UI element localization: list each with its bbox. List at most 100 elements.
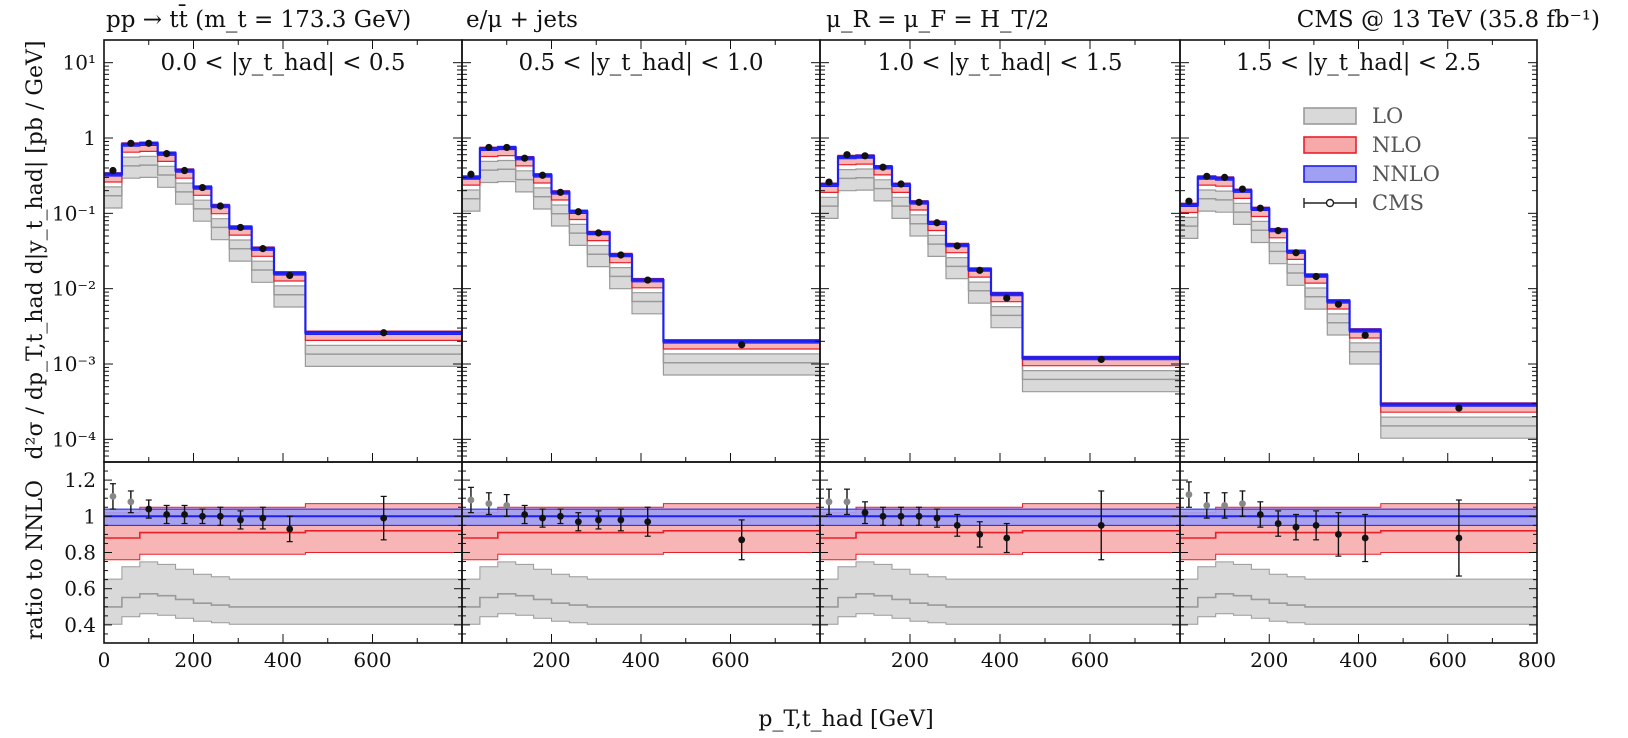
cms-point-top (1292, 249, 1300, 257)
header-experiment: CMS @ 13 TeV (35.8 fb⁻¹) (1297, 7, 1600, 33)
cms-point-ratio (1335, 531, 1342, 538)
cms-point-top (1097, 355, 1105, 364)
cms-point-top (738, 341, 746, 349)
legend-swatch-nlo (1303, 136, 1357, 154)
lo-band-top (1180, 189, 1537, 439)
y-tick-label-top: 1 (83, 126, 96, 150)
lo-central-top (1180, 198, 1537, 427)
panels: 0.0 < |y_t_had| < 0.5 0.5 < |y_t_had| < 1… (104, 50, 1537, 625)
cms-point-ratio (843, 498, 851, 506)
cms-point-top (1274, 226, 1282, 235)
header-scale: μ_R = μ_F = H_T/2 (826, 7, 1049, 33)
legend-label-lo: LO (1372, 104, 1403, 128)
cms-point-top (976, 266, 984, 274)
x-tick-label: 600 (1429, 648, 1467, 672)
cms-point-top (594, 229, 603, 237)
cms-point-ratio (181, 511, 188, 518)
cms-point-ratio (1097, 521, 1105, 529)
panel-2-plot-area (462, 143, 820, 625)
cms-point-top (1455, 404, 1463, 412)
panel-3: 1.0 < |y_t_had| < 1.5 (820, 50, 1180, 625)
cms-point-top (145, 139, 153, 147)
header-channel: e/μ + jets (466, 7, 578, 33)
cms-point-top (953, 242, 961, 250)
cms-point-top (198, 183, 207, 192)
cms-point-ratio (1203, 502, 1211, 509)
panel-4: 1.5 < |y_t_had| < 2.5 (1180, 50, 1537, 625)
panel-1: 0.0 < |y_t_had| < 0.5 (104, 50, 462, 625)
x-tick-label: 0 (98, 648, 111, 672)
lo-central-top (104, 164, 462, 355)
cms-point-ratio (286, 525, 294, 533)
y-tick-label-top: 10⁻⁴ (52, 427, 96, 451)
y-tick-label-top: 10¹ (63, 51, 96, 75)
x-tick-label: 400 (1339, 648, 1377, 672)
cms-point-ratio (145, 505, 153, 513)
cms-point-top (1203, 172, 1211, 180)
cms-point-ratio (976, 531, 984, 538)
cms-point-ratio (109, 492, 117, 500)
cms-point-top (617, 251, 625, 259)
cms-point-ratio (1274, 520, 1282, 527)
legend-label-nnlo: NNLO (1372, 162, 1440, 186)
nlo-central-ratio (462, 530, 820, 539)
y-tick-label-ratio: 0.4 (64, 613, 96, 637)
y-axis-label-top: d²σ / dp_T,t_had d|y_t_had| [pb / GeV] (23, 41, 48, 460)
x-tick-label: 600 (353, 648, 391, 672)
cms-point-top (897, 180, 905, 188)
nlo-central-ratio (820, 530, 1180, 539)
y-tick-label-ratio: 0.6 (64, 577, 96, 601)
cms-point-ratio (380, 514, 388, 522)
legend-label-nlo: NLO (1372, 133, 1422, 157)
cms-point-top (127, 139, 135, 147)
panel-4-bin-label: 1.5 < |y_t_had| < 2.5 (1236, 50, 1481, 76)
cms-point-top (163, 150, 171, 158)
nlo-central-ratio (104, 530, 462, 539)
lo-central-ratio (820, 593, 1180, 608)
cms-point-ratio (933, 514, 941, 522)
y-tick-label-top: 10⁻³ (52, 352, 96, 376)
cms-point-top (644, 276, 652, 284)
cms-point-top (538, 171, 547, 179)
cms-point-top (1256, 204, 1264, 212)
lo-central-ratio (104, 593, 462, 608)
cms-point-top (1003, 294, 1011, 302)
cms-point-top (259, 245, 267, 253)
cms-point-ratio (557, 512, 564, 520)
cms-point-ratio (897, 512, 905, 520)
panel-4-plot-area (1180, 172, 1537, 625)
cms-point-ratio (879, 512, 887, 520)
y-tick-label-ratio: 1 (83, 504, 96, 528)
cms-point-ratio (574, 518, 582, 526)
cms-point-ratio (237, 516, 244, 524)
cms-point-top (556, 188, 565, 196)
cms-point-top (574, 208, 582, 216)
cms-point-ratio (1292, 523, 1300, 531)
lo-central-top (462, 168, 820, 364)
cms-point-top (825, 178, 833, 186)
cms-point-ratio (1221, 502, 1229, 509)
cms-point-top (1221, 173, 1229, 181)
cms-point-top (503, 143, 511, 152)
x-tick-label: 600 (1071, 648, 1109, 672)
x-axis-label: p_T,t_had [GeV] (758, 707, 933, 732)
cms-point-ratio (485, 500, 493, 508)
cms-point-ratio (1361, 534, 1369, 542)
y-tick-label-top: 10⁻² (52, 277, 96, 301)
header-process: pp → tt̄ (m_t = 173.3 GeV) (106, 5, 411, 33)
cms-point-top (109, 166, 117, 175)
cms-point-top (915, 198, 923, 206)
cms-point-ratio (1003, 534, 1011, 542)
cms-point-ratio (259, 514, 267, 522)
cms-point-top (879, 163, 887, 171)
legend-swatch-nnlo (1303, 165, 1357, 183)
cms-point-top (521, 154, 529, 162)
y-tick-label-top: 10⁻¹ (52, 201, 96, 225)
cms-point-ratio (503, 502, 511, 509)
cms-point-ratio (1256, 511, 1264, 518)
y-axis-label-ratio: ratio to NNLO (23, 480, 48, 640)
x-tick-label: 200 (532, 648, 570, 672)
panel-2-bin-label: 0.5 < |y_t_had| < 1.0 (519, 50, 764, 76)
cms-point-top (216, 202, 224, 210)
